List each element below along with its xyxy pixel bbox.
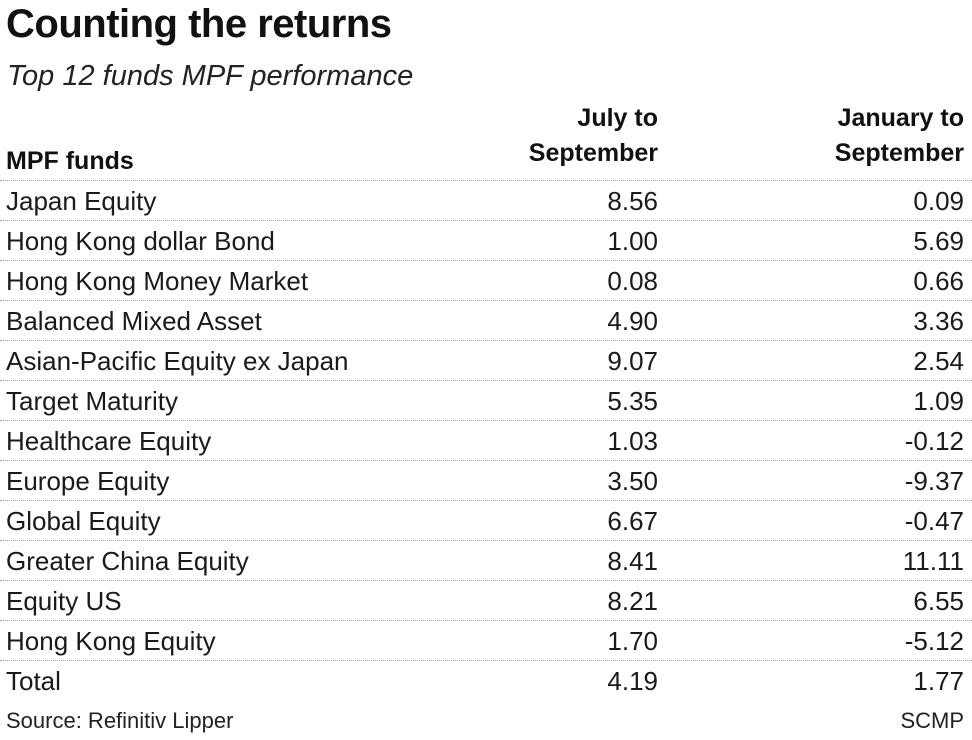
july-to-september-value: 5.35 xyxy=(607,386,658,416)
january-to-september-value: -5.12 xyxy=(904,626,964,656)
january-to-september-value: 0.66 xyxy=(913,266,964,296)
column-header-line: September xyxy=(834,139,964,167)
column-header-line: September xyxy=(528,139,658,167)
fund-name-cell: Greater China Equity xyxy=(6,546,249,576)
table-row: Balanced Mixed Asset 4.90 3.36 xyxy=(0,300,972,341)
column-header-funds: MPF funds xyxy=(6,147,134,175)
table-row: Europe Equity 3.50 -9.37 xyxy=(0,460,972,501)
source-note: Source: Refinitiv Lipper xyxy=(6,708,234,733)
table-row: Total 4.19 1.77 xyxy=(0,660,972,701)
fund-name-cell: Japan Equity xyxy=(6,186,157,216)
fund-name-cell: Hong Kong Equity xyxy=(6,626,216,656)
table-row: Equity US 8.21 6.55 xyxy=(0,580,972,621)
july-to-september-value: 1.00 xyxy=(607,226,658,256)
january-to-september-value: 1.77 xyxy=(913,666,964,696)
july-to-september-value: 4.19 xyxy=(607,666,658,696)
fund-name-cell: Hong Kong Money Market xyxy=(6,266,309,296)
table-row: Global Equity 6.67 -0.47 xyxy=(0,500,972,541)
chart-subtitle: Top 12 funds MPF performance xyxy=(7,60,414,92)
credit-label: SCMP xyxy=(900,708,964,733)
january-to-september-value: 5.69 xyxy=(913,226,964,256)
table-row: Target Maturity 5.35 1.09 xyxy=(0,380,972,421)
fund-name-cell: Healthcare Equity xyxy=(6,426,212,456)
fund-name-cell: Europe Equity xyxy=(6,466,170,496)
chart-title: Counting the returns xyxy=(6,2,392,46)
column-header-line: July to xyxy=(577,104,658,132)
table-row: Healthcare Equity 1.03 -0.12 xyxy=(0,420,972,461)
january-to-september-value: 11.11 xyxy=(902,546,964,576)
july-to-september-value: 8.56 xyxy=(607,186,658,216)
table-row: Hong Kong Money Market 0.08 0.66 xyxy=(0,260,972,301)
fund-name-cell: Asian-Pacific Equity ex Japan xyxy=(6,346,349,376)
january-to-september-value: -0.12 xyxy=(904,426,964,456)
table-row: Japan Equity 8.56 0.09 xyxy=(0,180,972,221)
january-to-september-value: -0.47 xyxy=(904,506,964,536)
january-to-september-value: 0.09 xyxy=(913,186,964,216)
july-to-september-value: 3.50 xyxy=(607,466,658,496)
july-to-september-value: 4.90 xyxy=(607,306,658,336)
july-to-september-value: 8.21 xyxy=(607,586,658,616)
july-to-september-value: 0.08 xyxy=(607,266,658,296)
fund-name-cell: Target Maturity xyxy=(6,386,178,416)
table-row: Greater China Equity 8.41 11.11 xyxy=(0,540,972,581)
january-to-september-value: 2.54 xyxy=(913,346,964,376)
fund-name-cell: Equity US xyxy=(6,586,122,616)
january-to-september-value: 6.55 xyxy=(913,586,964,616)
column-header-january-to-september: January to September xyxy=(835,101,964,171)
column-header-line: January to xyxy=(837,104,964,132)
january-to-september-value: 1.09 xyxy=(913,386,964,416)
july-to-september-value: 6.67 xyxy=(607,506,658,536)
july-to-september-value: 8.41 xyxy=(607,546,658,576)
july-to-september-value: 1.70 xyxy=(607,626,658,656)
fund-name-cell: Balanced Mixed Asset xyxy=(6,306,262,336)
table-row: Hong Kong Equity 1.70 -5.12 xyxy=(0,620,972,661)
july-to-september-value: 9.07 xyxy=(607,346,658,376)
july-to-september-value: 1.03 xyxy=(607,426,658,456)
table-row: Asian-Pacific Equity ex Japan 9.07 2.54 xyxy=(0,340,972,381)
fund-name-cell: Hong Kong dollar Bond xyxy=(6,226,275,256)
fund-name-cell: Global Equity xyxy=(6,506,161,536)
table-row: Hong Kong dollar Bond 1.00 5.69 xyxy=(0,220,972,261)
column-header-july-to-september: July to September xyxy=(529,101,658,171)
january-to-september-value: 3.36 xyxy=(913,306,964,336)
fund-name-cell: Total xyxy=(6,666,61,696)
january-to-september-value: -9.37 xyxy=(904,466,964,496)
